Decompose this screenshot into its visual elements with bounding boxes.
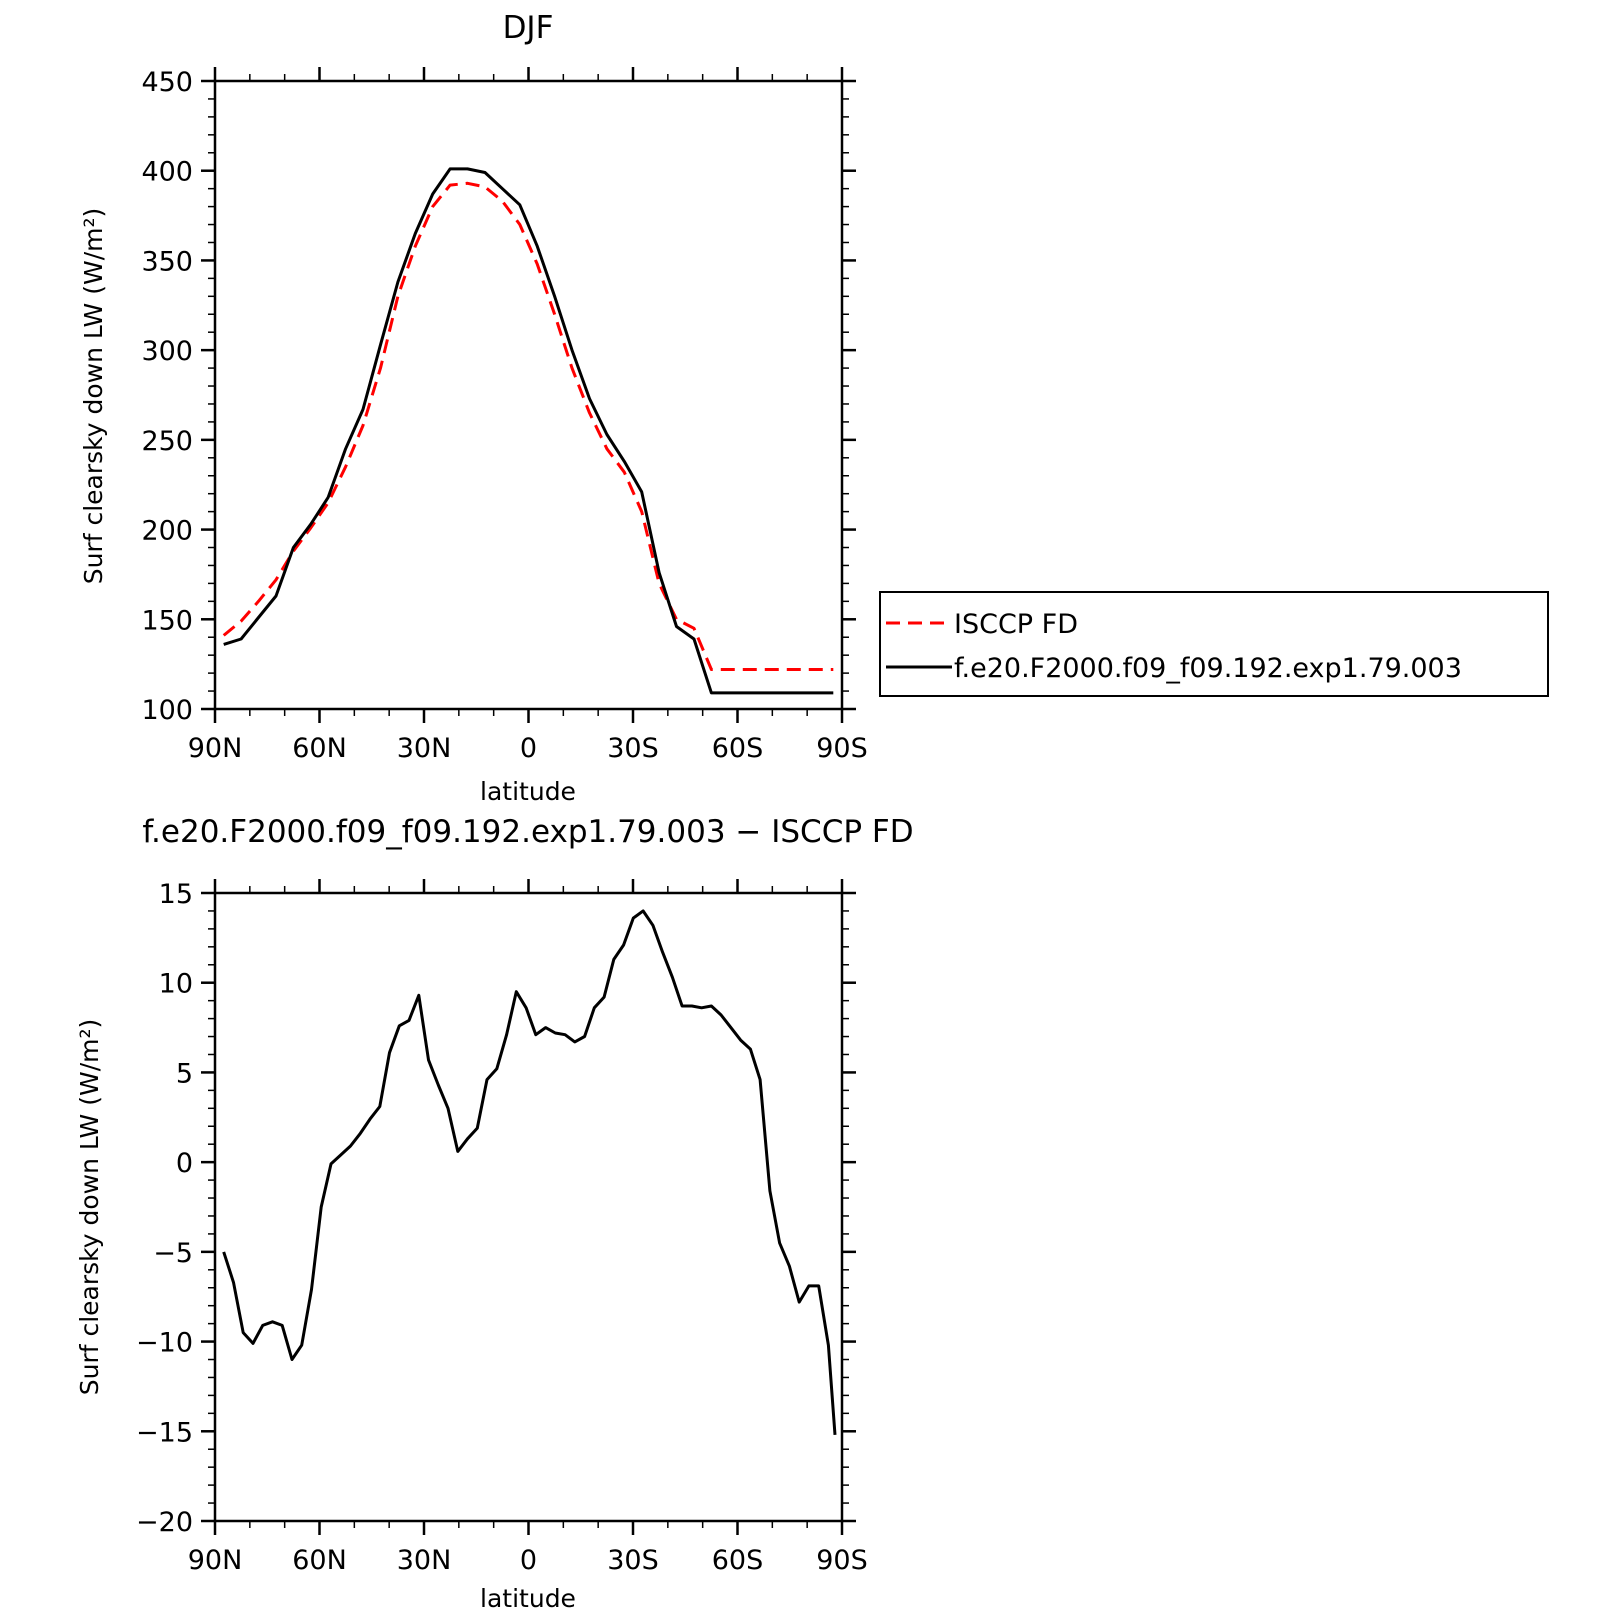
bottom-x-tick-label: 0 (520, 1545, 537, 1576)
legend: ISCCP FD f.e20.F2000.f09_f09.192.exp1.79… (879, 591, 1549, 697)
bottom-y-tick-label: 15 (159, 879, 193, 910)
bottom-y-tick-label: 5 (176, 1058, 193, 1089)
top-chart-title: DJF (503, 10, 554, 46)
bottom-series-line-0 (222, 909, 837, 1436)
top-plot-area: 100 150 200 250 300 350 400 450 90N 60N 30N 0 30S 60S… (141, 67, 868, 764)
top-x-tick-label: 30S (607, 733, 659, 764)
bottom-x-tick-label: 90N (188, 1545, 243, 1576)
bottom-plot-frame (213, 891, 844, 1523)
bottom-y-axis-label: Surf clearsky down LW (W/m²) (75, 1019, 104, 1396)
top-x-axis-label: latitude (480, 777, 576, 806)
top-y-tick-label: 250 (141, 426, 193, 457)
bottom-x-tick-label: 30N (397, 1545, 452, 1576)
top-y-tick-label: 200 (141, 516, 193, 547)
top-y-tick-label: 350 (141, 246, 193, 277)
bottom-panel: f.e20.F2000.f09_f09.192.exp1.79.003 − IS… (75, 814, 914, 1613)
bottom-y-tick-label: −10 (136, 1328, 193, 1359)
top-x-tick-label: 60S (712, 733, 764, 764)
legend-box (879, 591, 1549, 697)
bottom-y-tick-label: −15 (136, 1417, 193, 1448)
top-x-tick-label: 90S (816, 733, 868, 764)
bottom-x-axis-label: latitude (480, 1584, 576, 1613)
top-series-line-0 (222, 181, 834, 671)
top-x-tick-label: 90N (188, 733, 243, 764)
top-y-tick-label: 400 (141, 157, 193, 188)
bottom-plot-area: −20 −15 −10 −5 0 5 10 15 90N 60N 30N 0 30S 60S 90S (136, 879, 868, 1576)
bottom-x-tick-label: 60S (712, 1545, 764, 1576)
bottom-chart-title: f.e20.F2000.f09_f09.192.exp1.79.003 − IS… (142, 814, 913, 850)
top-series-line-1 (223, 167, 834, 695)
legend-label-model: f.e20.F2000.f09_f09.192.exp1.79.003 (954, 653, 1462, 684)
top-y-tick-label: 450 (141, 67, 193, 98)
bottom-x-tick-label: 90S (816, 1545, 868, 1576)
top-panel: DJF 100 150 200 250 300 350 400 450 90N 60N 30N 0 30… (79, 10, 1549, 806)
bottom-y-tick-label: 0 (176, 1148, 193, 1179)
legend-label-isccp: ISCCP FD (954, 609, 1078, 640)
top-plot-frame (213, 79, 844, 711)
bottom-x-tick-label: 30S (607, 1545, 659, 1576)
bottom-y-tick-label: −20 (136, 1507, 193, 1538)
bottom-y-tick-label: −5 (153, 1238, 193, 1269)
top-x-tick-label: 0 (520, 733, 537, 764)
top-y-tick-label: 300 (141, 336, 193, 367)
top-x-tick-label: 60N (292, 733, 347, 764)
top-x-tick-label: 30N (397, 733, 452, 764)
top-y-tick-label: 150 (141, 605, 193, 636)
bottom-x-tick-label: 60N (292, 1545, 347, 1576)
bottom-y-tick-label: 10 (159, 969, 193, 1000)
top-y-tick-label: 100 (141, 695, 193, 726)
top-y-axis-label: Surf clearsky down LW (W/m²) (79, 208, 108, 585)
